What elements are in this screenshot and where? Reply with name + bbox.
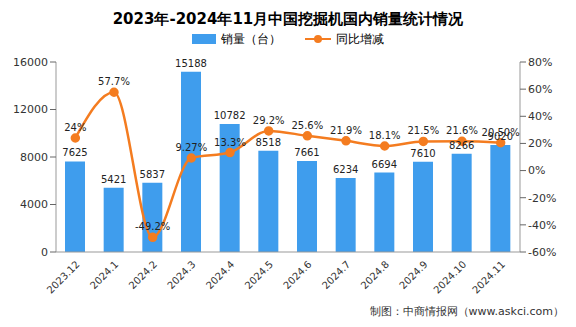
svg-text:2024.1: 2024.1 [88, 259, 121, 292]
svg-text:2024.10: 2024.10 [431, 259, 468, 296]
svg-text:20%: 20% [528, 137, 552, 150]
svg-text:2024.9: 2024.9 [397, 259, 430, 292]
svg-text:-20%: -20% [528, 192, 556, 205]
svg-text:7610: 7610 [410, 148, 435, 159]
svg-text:29.2%: 29.2% [253, 115, 285, 126]
svg-text:25.6%: 25.6% [291, 120, 323, 131]
svg-text:-60%: -60% [528, 246, 556, 259]
svg-text:-40%: -40% [528, 219, 556, 232]
svg-text:80%: 80% [528, 56, 552, 69]
svg-text:6234: 6234 [333, 164, 358, 175]
html-text:制图：中商情报网（www.askci.com）: 制图：中商情报网（www.askci.com） [369, 305, 564, 318]
svg-text:0: 0 [41, 246, 48, 259]
svg-text:2024.8: 2024.8 [359, 259, 392, 292]
svg-text:5421: 5421 [101, 174, 126, 185]
svg-text:21.9%: 21.9% [330, 125, 362, 136]
svg-text:13.3%: 13.3% [214, 137, 246, 148]
svg-text:7625: 7625 [62, 147, 87, 158]
svg-text:2024.4: 2024.4 [204, 259, 237, 292]
svg-text:20.50%: 20.50% [482, 127, 520, 138]
svg-text:21.5%: 21.5% [407, 125, 439, 136]
svg-text:4000: 4000 [20, 198, 48, 211]
svg-text:57.7%: 57.7% [98, 76, 130, 87]
html-text:销量（台）: 销量（台） [221, 31, 281, 46]
svg-text:8000: 8000 [20, 151, 48, 164]
svg-text:10782: 10782 [214, 110, 246, 121]
svg-text:6694: 6694 [372, 159, 397, 170]
svg-text:60%: 60% [528, 83, 552, 96]
svg-text:8518: 8518 [256, 137, 281, 148]
svg-text:2024.7: 2024.7 [320, 259, 353, 292]
svg-text:2024.2: 2024.2 [127, 259, 160, 292]
svg-text:12000: 12000 [13, 103, 48, 116]
svg-text:5837: 5837 [140, 169, 165, 180]
svg-text:2024.11: 2024.11 [470, 259, 507, 296]
svg-text:2024.6: 2024.6 [281, 259, 314, 292]
svg-text:24%: 24% [64, 122, 86, 133]
svg-text:8266: 8266 [449, 140, 474, 151]
svg-text:18.1%: 18.1% [369, 130, 401, 141]
html-text:2023年-2024年11月中国挖掘机国内销量统计情况: 2023年-2024年11月中国挖掘机国内销量统计情况 [112, 10, 464, 28]
svg-text:21.6%: 21.6% [446, 125, 478, 136]
html-text:同比增减: 同比增减 [336, 31, 384, 46]
svg-text:15188: 15188 [175, 58, 207, 69]
svg-text:7661: 7661 [294, 147, 319, 158]
svg-text:16000: 16000 [13, 56, 48, 69]
svg-text:2024.5: 2024.5 [243, 259, 276, 292]
svg-text:2024.3: 2024.3 [165, 259, 198, 292]
svg-text:0%: 0% [528, 164, 545, 177]
svg-text:40%: 40% [528, 110, 552, 123]
svg-text:9.27%: 9.27% [175, 142, 207, 153]
svg-text:-49.2%: -49.2% [135, 221, 170, 232]
svg-text:2023.12: 2023.12 [45, 259, 82, 296]
